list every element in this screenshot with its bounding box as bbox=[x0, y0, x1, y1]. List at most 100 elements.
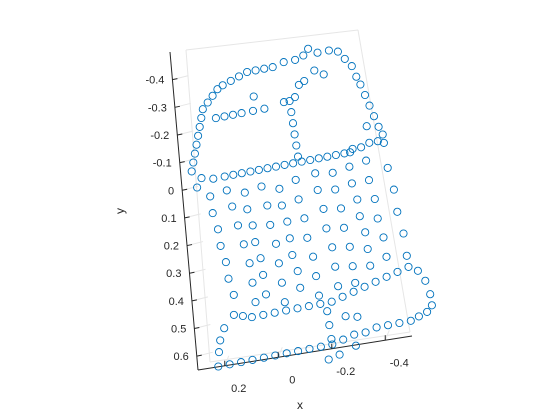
data-point bbox=[314, 291, 324, 300]
data-point bbox=[229, 170, 238, 179]
data-point bbox=[238, 311, 247, 321]
data-point bbox=[331, 185, 340, 194]
grid-line bbox=[224, 355, 230, 366]
data-point bbox=[266, 220, 275, 229]
y-tick-mark bbox=[174, 105, 180, 108]
data-point bbox=[263, 201, 272, 210]
x-tick-label: 0.2 bbox=[231, 383, 246, 395]
data-point bbox=[347, 62, 356, 71]
data-point bbox=[233, 221, 243, 230]
data-point bbox=[197, 113, 206, 123]
data-point bbox=[366, 261, 375, 270]
data-point bbox=[214, 348, 224, 357]
y-tick-label: -0.4 bbox=[145, 75, 164, 87]
data-point bbox=[363, 244, 372, 254]
data-point bbox=[256, 254, 265, 263]
data-point bbox=[279, 58, 288, 67]
axes bbox=[169, 51, 413, 371]
y-tick-mark bbox=[182, 188, 188, 191]
data-point bbox=[240, 188, 249, 197]
data-point bbox=[333, 47, 342, 56]
data-point bbox=[263, 164, 272, 173]
data-point bbox=[306, 155, 315, 165]
data-point bbox=[414, 312, 423, 321]
data-point bbox=[251, 298, 260, 307]
data-point bbox=[360, 90, 370, 100]
data-point bbox=[292, 141, 301, 150]
data-point bbox=[234, 72, 244, 81]
data-point bbox=[348, 262, 357, 271]
data-point bbox=[279, 98, 288, 107]
data-point bbox=[288, 250, 297, 260]
data-point bbox=[259, 353, 268, 362]
data-point bbox=[247, 313, 256, 322]
data-point bbox=[285, 234, 294, 243]
y-tick-mark bbox=[189, 271, 195, 274]
data-point bbox=[383, 163, 392, 172]
data-point bbox=[338, 292, 347, 301]
data-point bbox=[216, 241, 225, 250]
data-point bbox=[203, 98, 212, 107]
data-point bbox=[294, 195, 303, 204]
data-point bbox=[362, 156, 371, 165]
data-point bbox=[248, 278, 257, 287]
data-point bbox=[254, 165, 263, 174]
data-point bbox=[364, 176, 374, 185]
data-point bbox=[294, 347, 303, 356]
data-point bbox=[352, 72, 361, 81]
data-point bbox=[345, 242, 354, 251]
data-point bbox=[339, 223, 349, 232]
data-point bbox=[261, 290, 271, 299]
data-point bbox=[399, 229, 408, 238]
data-point bbox=[331, 150, 340, 160]
data-point bbox=[211, 114, 220, 123]
data-point bbox=[283, 217, 292, 226]
data-point bbox=[340, 149, 349, 158]
y-tick-label: 0.6 bbox=[173, 351, 188, 363]
y-tick-label: 0.2 bbox=[164, 241, 179, 253]
y-tick-mark bbox=[177, 133, 183, 136]
data-point bbox=[355, 212, 364, 221]
data-point bbox=[304, 44, 313, 53]
data-point bbox=[187, 167, 196, 176]
data-point bbox=[220, 112, 229, 121]
data-point bbox=[427, 301, 436, 310]
grid-line bbox=[357, 29, 411, 333]
y-tick-label: -0.1 bbox=[153, 158, 172, 170]
data-point bbox=[334, 282, 343, 291]
data-point bbox=[379, 138, 388, 147]
y-tick-mark bbox=[191, 299, 198, 302]
data-point bbox=[282, 349, 291, 358]
data-point bbox=[345, 162, 354, 171]
data-point bbox=[288, 119, 298, 128]
data-point bbox=[324, 46, 333, 55]
data-point bbox=[218, 81, 227, 90]
data-point bbox=[208, 91, 217, 100]
data-point bbox=[323, 152, 332, 161]
grid-line bbox=[185, 49, 211, 363]
data-point bbox=[287, 108, 296, 117]
data-point bbox=[353, 312, 362, 321]
data-point bbox=[237, 358, 246, 367]
data-point bbox=[246, 167, 255, 176]
data-point bbox=[251, 238, 260, 247]
x-axis-title: x bbox=[297, 398, 303, 412]
data-point bbox=[297, 157, 306, 166]
data-point bbox=[260, 64, 269, 73]
y-tick-mark bbox=[186, 244, 193, 247]
data-point bbox=[340, 54, 349, 63]
data-point bbox=[216, 336, 225, 345]
y-tick-label: 0.5 bbox=[171, 324, 186, 336]
data-point bbox=[291, 55, 300, 64]
data-point bbox=[323, 307, 332, 316]
data-point bbox=[243, 205, 252, 214]
data-point bbox=[221, 258, 230, 267]
data-point bbox=[239, 240, 248, 249]
data-point bbox=[319, 204, 328, 213]
data-point bbox=[194, 131, 203, 140]
data-point bbox=[404, 262, 413, 271]
data-point bbox=[379, 233, 388, 242]
data-point bbox=[313, 48, 322, 57]
data-point bbox=[421, 276, 430, 285]
data-point bbox=[313, 185, 322, 195]
